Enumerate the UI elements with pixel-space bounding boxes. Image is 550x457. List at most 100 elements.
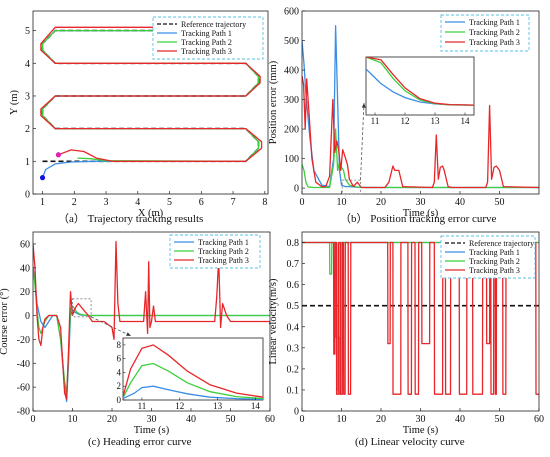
y-tick-label: 0 bbox=[25, 311, 30, 322]
series-line-2 bbox=[33, 267, 270, 394]
x-tick-label: 10 bbox=[68, 414, 78, 425]
zoom-arrow bbox=[360, 102, 365, 181]
inset-frame bbox=[122, 337, 264, 401]
inset-x-tick-label: 14 bbox=[461, 116, 471, 126]
y-tick-label: 3 bbox=[25, 91, 30, 102]
inset-series-line-1 bbox=[123, 385, 263, 400]
y-tick-label: 0.8 bbox=[287, 238, 300, 249]
panel-caption: （b） Position tracking error curve bbox=[340, 212, 497, 225]
x-tick-label: 7 bbox=[231, 197, 236, 208]
series-group bbox=[302, 241, 539, 395]
x-tick-label: 50 bbox=[226, 414, 236, 425]
y-tick-label: 0.1 bbox=[287, 385, 300, 396]
x-tick-label: 30 bbox=[147, 414, 157, 425]
y-tick-label: 5 bbox=[25, 26, 30, 37]
x-tick-label: 20 bbox=[376, 197, 386, 208]
x-tick-label: 40 bbox=[455, 414, 465, 425]
x-tick-label: 60 bbox=[265, 414, 275, 425]
y-tick-label: 0.2 bbox=[287, 364, 300, 375]
x-tick-label: 0 bbox=[300, 414, 305, 425]
series-line-3 bbox=[302, 75, 539, 189]
zoom-arrow-head bbox=[126, 332, 131, 336]
y-tick-label: 500 bbox=[284, 36, 299, 47]
x-tick-label: 30 bbox=[416, 414, 426, 425]
y-tick-label: 60 bbox=[20, 239, 30, 250]
y-tick-label: 0 bbox=[25, 190, 30, 201]
x-tick-label: 2 bbox=[72, 197, 77, 208]
y-tick-label: -60 bbox=[17, 383, 30, 394]
zoom-region bbox=[72, 298, 92, 318]
y-tick-label: -80 bbox=[17, 407, 30, 418]
panel-caption: (c) Heading error curve bbox=[88, 436, 192, 448]
x-tick-label: 40 bbox=[455, 197, 465, 208]
marker-start-3 bbox=[55, 152, 62, 158]
x-axis-label: Time (s) bbox=[403, 425, 439, 436]
x-axis-label: Time (s) bbox=[134, 425, 170, 436]
panel-caption: （a） Trajectory tracking results bbox=[58, 212, 203, 225]
y-tick-label: 40 bbox=[20, 263, 30, 274]
x-tick-label: 3 bbox=[104, 197, 109, 208]
x-tick-label: 8 bbox=[262, 197, 267, 208]
y-tick-label: 2 bbox=[25, 124, 30, 135]
inset-x-tick-label: 13 bbox=[213, 401, 223, 411]
x-tick-label: 50 bbox=[495, 414, 505, 425]
legend-label: Tracking Path 1 bbox=[469, 18, 520, 27]
x-tick-label: 6 bbox=[199, 197, 204, 208]
x-tick-label: 60 bbox=[534, 414, 544, 425]
legend-label: Reference trajectory bbox=[181, 20, 246, 29]
legend-box bbox=[440, 14, 530, 52]
legend-label: Tracking Path 2 bbox=[469, 28, 520, 37]
x-tick-label: 40 bbox=[186, 414, 196, 425]
inset: 11 12 13 14 bbox=[341, 56, 475, 195]
y-tick-label: 0.6 bbox=[287, 280, 300, 291]
y-tick-label: -40 bbox=[17, 359, 30, 370]
x-axis-label: Time (s) bbox=[403, 208, 439, 219]
legend-label: Tracking Path 2 bbox=[181, 38, 232, 47]
y-tick-label: 1 bbox=[25, 157, 30, 168]
panel-d: 0 10 20 30 40 50 60 0 0.1 0.2 0.3 0.4 0.5 0.6 0.7 0.8 Ti… bbox=[268, 231, 544, 448]
x-tick-label: 50 bbox=[495, 197, 505, 208]
legend-label: Tracking Path 1 bbox=[198, 238, 249, 247]
x-tick-label: 20 bbox=[376, 414, 386, 425]
panel-caption: (d) Linear velocity curve bbox=[355, 436, 465, 448]
inset-series-line-2 bbox=[123, 362, 263, 400]
y-tick-label: 600 bbox=[284, 7, 299, 18]
inset-frame bbox=[365, 56, 475, 116]
series-group bbox=[33, 240, 270, 403]
series-line-4 bbox=[40, 26, 263, 162]
y-tick-label: 0.5 bbox=[287, 301, 300, 312]
legend-label: Tracking Path 1 bbox=[469, 248, 520, 257]
series-group bbox=[302, 25, 539, 189]
y-tick-label: 100 bbox=[284, 154, 299, 165]
inset-x-tick-label: 14 bbox=[251, 401, 261, 411]
y-tick-label: 0.4 bbox=[287, 322, 300, 333]
y-axis-label: Y (m) bbox=[9, 90, 20, 115]
y-tick-label: 0.7 bbox=[287, 259, 300, 270]
legend-label: Tracking Path 2 bbox=[469, 257, 520, 266]
inset-y-tick-label: 2 bbox=[117, 381, 122, 391]
inset-y-tick-label: 4 bbox=[117, 367, 122, 377]
zoom-arrow-head bbox=[361, 103, 366, 108]
series-line-2 bbox=[302, 128, 539, 189]
y-axis-label: Linear velocity(m/s) bbox=[268, 278, 279, 365]
legend-label: Reference trajectory bbox=[469, 239, 534, 248]
y-tick-label: -20 bbox=[17, 335, 30, 346]
plot-frame bbox=[32, 10, 269, 195]
x-tick-label: 10 bbox=[337, 197, 347, 208]
legend-label: Tracking Path 3 bbox=[469, 38, 520, 47]
zoom-arrow bbox=[90, 316, 132, 337]
x-tick-label: 0 bbox=[300, 197, 305, 208]
legend-box bbox=[440, 235, 536, 279]
y-tick-label: 300 bbox=[284, 95, 299, 106]
x-tick-label: 30 bbox=[416, 197, 426, 208]
inset-y-tick-label: 8 bbox=[117, 340, 122, 350]
x-tick-label: 5 bbox=[167, 197, 172, 208]
x-tick-label: 10 bbox=[337, 414, 347, 425]
series-line-4 bbox=[302, 241, 539, 395]
